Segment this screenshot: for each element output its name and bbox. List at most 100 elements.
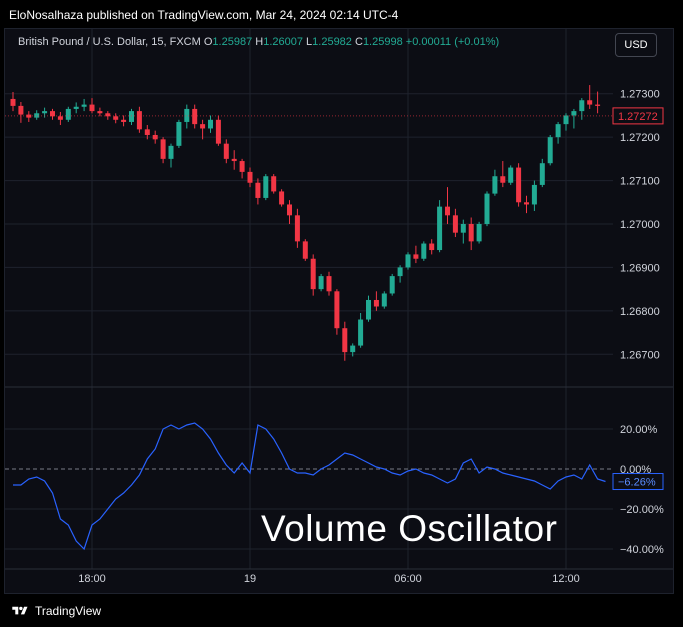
candle	[397, 265, 403, 283]
candle	[334, 289, 340, 335]
candle	[18, 101, 24, 123]
candle	[176, 119, 182, 149]
candle-body	[381, 293, 387, 307]
candle-body	[160, 139, 166, 159]
candle-body	[215, 119, 221, 144]
candle	[73, 102, 79, 114]
price-tick-label: 1.27000	[620, 219, 660, 231]
candle-body	[34, 113, 40, 118]
candle-body	[239, 161, 245, 172]
candle-body	[484, 193, 490, 224]
candle	[468, 217, 474, 251]
candle-body	[516, 167, 522, 203]
oscillator-tick-label: 0.00%	[620, 464, 651, 476]
candle	[113, 113, 119, 124]
candle-body	[397, 267, 403, 277]
candle-body	[73, 106, 79, 109]
candle	[547, 134, 553, 166]
candle	[200, 119, 206, 140]
candle	[476, 221, 482, 244]
candle	[121, 115, 127, 127]
candle	[239, 158, 245, 179]
candle-body	[223, 143, 229, 159]
candle	[500, 161, 506, 188]
candle	[484, 191, 490, 227]
candle-body	[366, 299, 371, 320]
low-label: L	[306, 36, 313, 48]
candle	[524, 195, 529, 214]
candle-body	[10, 98, 16, 106]
candles	[10, 85, 601, 361]
candle-body	[595, 104, 601, 106]
close-label: C	[354, 36, 363, 48]
candle	[492, 169, 498, 196]
candle-body	[42, 111, 48, 114]
candle-body	[105, 113, 111, 117]
price-tick-label: 1.27200	[620, 132, 660, 144]
candle	[223, 139, 229, 164]
candle	[271, 174, 277, 194]
candle	[231, 150, 237, 170]
candle	[287, 200, 292, 224]
candle	[342, 321, 348, 361]
chart-panel[interactable]: 1.27300 1.27200 1.27100 1.27000 1.26900 1.268…	[4, 28, 674, 594]
oscillator-tick-label: −20.00%	[620, 504, 664, 516]
chart-canvas[interactable]: 1.27300 1.27200 1.27100 1.27000 1.26900 1.268…	[5, 29, 673, 593]
candle	[405, 252, 411, 270]
candle-body	[524, 202, 529, 205]
candle	[152, 130, 158, 144]
price-axis: 1.27300 1.27200 1.27100 1.27000 1.26900 1.268…	[612, 89, 664, 361]
change-value: +0.00011 (+0.01%)	[405, 36, 500, 48]
grid-lines	[5, 29, 613, 569]
candle	[26, 111, 32, 122]
candle	[373, 291, 379, 311]
candle	[10, 92, 16, 112]
open-value: 1.25987	[212, 36, 253, 48]
oscillator-tick-label: 20.00%	[620, 424, 658, 436]
candle	[381, 291, 387, 309]
candle	[247, 167, 253, 188]
candle-body	[587, 100, 593, 105]
candle	[89, 98, 95, 114]
candle-body	[271, 176, 277, 192]
candle	[208, 115, 213, 133]
candle	[310, 254, 316, 296]
candle	[508, 165, 514, 185]
candle	[192, 104, 198, 129]
candle	[81, 98, 87, 112]
symbol-name: British Pound / U.S. Dollar, 15, FXCM	[18, 36, 201, 48]
candle-body	[421, 243, 427, 259]
candle-body	[176, 121, 182, 146]
time-tick-label: 18:00	[78, 573, 106, 585]
candle	[65, 106, 71, 122]
currency-button[interactable]: USD	[615, 33, 657, 57]
price-tick-label: 1.27300	[620, 89, 660, 101]
current-price-label: 1.27272	[618, 111, 658, 123]
candle	[555, 121, 561, 144]
candle-body	[208, 119, 213, 129]
candle	[452, 208, 458, 238]
candle	[129, 108, 134, 125]
candle-body	[200, 124, 206, 129]
candle-body	[492, 176, 498, 194]
candle-body	[184, 108, 190, 122]
candle	[389, 273, 395, 296]
candle	[57, 111, 63, 125]
candle-body	[452, 215, 458, 233]
time-tick-label: 19	[244, 573, 256, 585]
candle-body	[247, 171, 253, 183]
tradingview-logo[interactable]: TradingView	[10, 603, 101, 619]
candle-body	[255, 182, 261, 198]
low-value: 1.25982	[312, 36, 352, 48]
candle-body	[192, 108, 198, 125]
candle-body	[500, 176, 506, 183]
price-tick-label: 1.27100	[620, 176, 660, 188]
candle-body	[121, 119, 127, 122]
candle	[413, 245, 419, 264]
candle	[215, 115, 221, 146]
candle-body	[389, 276, 395, 294]
candle-body	[476, 224, 482, 242]
candle-body	[350, 345, 356, 353]
candle	[595, 91, 601, 114]
